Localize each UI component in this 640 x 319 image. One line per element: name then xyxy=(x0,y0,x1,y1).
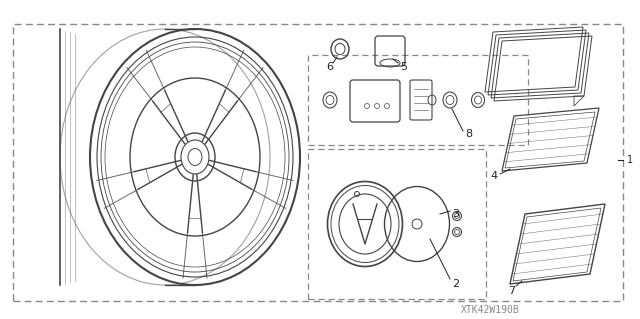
Bar xyxy=(13,24,623,301)
Text: 4: 4 xyxy=(491,171,498,181)
Text: 8: 8 xyxy=(465,129,472,139)
Text: 3: 3 xyxy=(452,209,459,219)
Bar xyxy=(308,55,528,145)
Text: 6: 6 xyxy=(326,62,333,72)
Text: 1: 1 xyxy=(627,155,633,165)
Text: 2: 2 xyxy=(452,279,459,289)
Text: 5: 5 xyxy=(400,62,407,72)
Text: XTK42W190B: XTK42W190B xyxy=(461,305,520,315)
Bar xyxy=(308,149,486,299)
Text: 7: 7 xyxy=(508,286,515,296)
